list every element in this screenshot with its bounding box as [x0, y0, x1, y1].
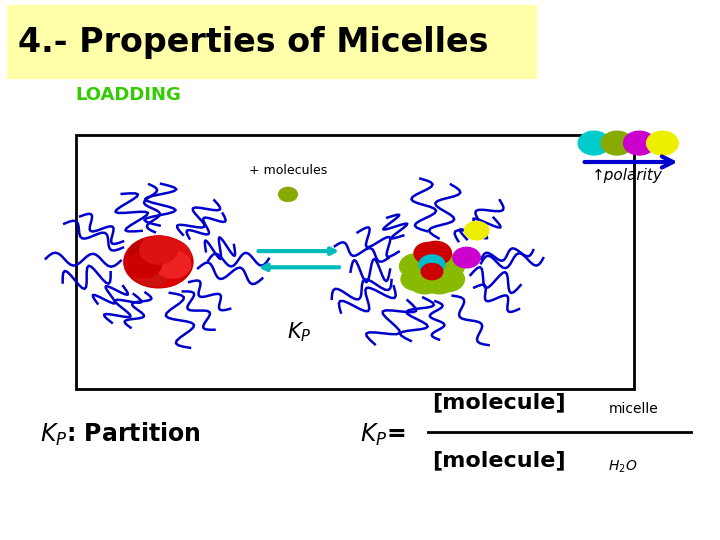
Text: $H_2O$: $H_2O$	[608, 459, 638, 475]
Text: + molecules: + molecules	[249, 164, 327, 177]
Circle shape	[155, 251, 191, 278]
Text: LOADDING: LOADDING	[76, 85, 181, 104]
Text: ↑polarity: ↑polarity	[592, 168, 662, 183]
Circle shape	[410, 256, 446, 284]
Circle shape	[279, 187, 297, 201]
Circle shape	[408, 269, 441, 294]
FancyBboxPatch shape	[7, 5, 536, 78]
Circle shape	[400, 254, 433, 279]
Circle shape	[578, 131, 610, 155]
Text: $K_P$: $K_P$	[287, 320, 311, 344]
FancyBboxPatch shape	[76, 135, 634, 389]
Circle shape	[134, 258, 171, 286]
Circle shape	[401, 268, 431, 291]
Circle shape	[421, 264, 443, 280]
Text: $K_P$: Partition: $K_P$: Partition	[40, 421, 200, 448]
Circle shape	[143, 239, 191, 274]
Text: [molecule]: [molecule]	[432, 392, 566, 413]
Circle shape	[601, 131, 633, 155]
Circle shape	[420, 241, 451, 265]
Circle shape	[464, 221, 489, 240]
Circle shape	[127, 252, 161, 278]
Circle shape	[144, 256, 184, 287]
Text: 4.- Properties of Micelles: 4.- Properties of Micelles	[18, 25, 488, 59]
Circle shape	[140, 236, 177, 264]
Text: [molecule]: [molecule]	[432, 450, 566, 470]
Circle shape	[453, 247, 480, 268]
Circle shape	[624, 131, 655, 155]
Text: micelle: micelle	[608, 402, 658, 416]
Circle shape	[128, 240, 171, 273]
Circle shape	[124, 236, 193, 288]
Circle shape	[423, 269, 456, 294]
Text: $K_P$=: $K_P$=	[360, 422, 405, 448]
Circle shape	[414, 242, 443, 264]
Circle shape	[647, 131, 678, 155]
Circle shape	[419, 255, 445, 274]
Circle shape	[431, 254, 464, 279]
Circle shape	[431, 267, 464, 292]
